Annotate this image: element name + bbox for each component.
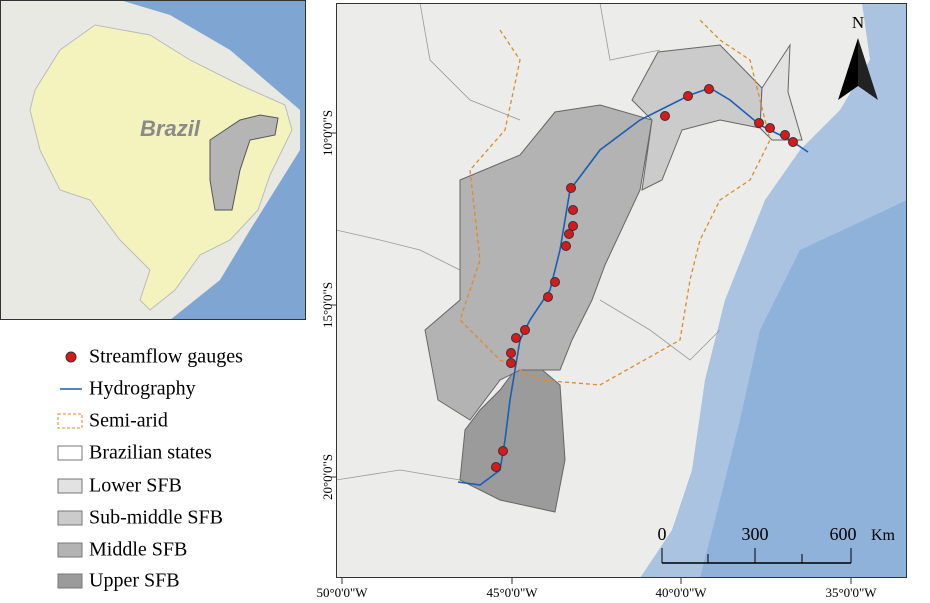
legend-symbol: [57, 542, 83, 558]
legend: Streamflow gauges Hydrography Semi-arid …: [57, 346, 243, 592]
x-grid-label: 45°0'0"W: [486, 585, 538, 600]
legend-label: Streamflow gauges: [89, 346, 243, 368]
gauge: [566, 183, 576, 193]
north-arrow: [858, 38, 878, 100]
legend-symbol: [57, 413, 83, 429]
gauge: [765, 123, 775, 133]
gauge: [704, 84, 714, 94]
inset-label: Brazil: [140, 116, 201, 141]
legend-label: Sub-middle SFB: [89, 507, 223, 529]
gauge: [780, 130, 790, 140]
grid-labels: 50°0'0"W 45°0'0"W 40°0'0"W 35°0'0"W 10°0'0"S…: [316, 110, 877, 600]
legend-symbol: [57, 478, 83, 494]
gauge: [561, 241, 571, 251]
gauge: [568, 205, 578, 215]
lower-sfb: [759, 43, 803, 141]
gauge: [568, 221, 578, 231]
legend-symbol: [57, 573, 83, 589]
inset-brazil: [29, 24, 293, 311]
north-arrow: [838, 38, 858, 100]
river: [457, 87, 809, 486]
main-map: N 0 300 600 Km: [336, 3, 907, 578]
x-grid-label: 50°0'0"W: [316, 585, 368, 600]
gauge: [506, 348, 516, 358]
inset-basin: [209, 114, 279, 211]
legend-symbol: [65, 351, 77, 363]
gauge: [491, 462, 501, 472]
scale-bar: 0 300 600 Km: [658, 524, 896, 564]
gauge: [754, 118, 764, 128]
gauge: [511, 333, 521, 343]
legend-label: Middle SFB: [89, 539, 187, 561]
scale-label: 300: [742, 524, 769, 544]
gauge: [543, 292, 553, 302]
legend-label: Brazilian states: [89, 442, 212, 464]
legend-label: Hydrography: [89, 378, 196, 400]
legend-label: Semi-arid: [89, 410, 168, 432]
gauges: [491, 84, 798, 472]
scale-label: 600: [830, 524, 857, 544]
gauge: [550, 277, 560, 287]
main-frame: [336, 3, 907, 578]
gauge: [660, 111, 670, 121]
sub-middle-sfb: [631, 44, 763, 191]
legend-label: Lower SFB: [89, 475, 182, 497]
legend-symbol: [57, 445, 83, 461]
state-border: [336, 229, 461, 271]
scale-label: 0: [658, 524, 667, 544]
state-border: [419, 3, 521, 121]
x-grid-label: 35°0'0"W: [825, 585, 877, 600]
y-grid-label: 10°0'0"S: [320, 110, 335, 156]
semi-arid-boundary: [459, 19, 771, 386]
y-grid-label: 15°0'0"S: [320, 282, 335, 328]
scale-unit: Km: [871, 527, 896, 544]
legend-symbol: [57, 510, 83, 526]
gauge: [683, 91, 693, 101]
gauge: [506, 358, 516, 368]
gauge: [564, 229, 574, 239]
y-grid-label: 20°0'0"S: [320, 454, 335, 500]
x-grid-label: 40°0'0"W: [655, 585, 707, 600]
state-borders: [336, 3, 721, 481]
state-border: [599, 3, 661, 61]
inset-frame: [0, 0, 306, 320]
inset-map: Brazil: [1, 1, 306, 320]
deep-ocean: [700, 200, 907, 578]
gauge: [520, 325, 530, 335]
gauge: [788, 137, 798, 147]
state-border: [336, 469, 461, 481]
gauge: [498, 446, 508, 456]
legend-label: Upper SFB: [89, 570, 180, 592]
north-label: N: [852, 13, 864, 32]
